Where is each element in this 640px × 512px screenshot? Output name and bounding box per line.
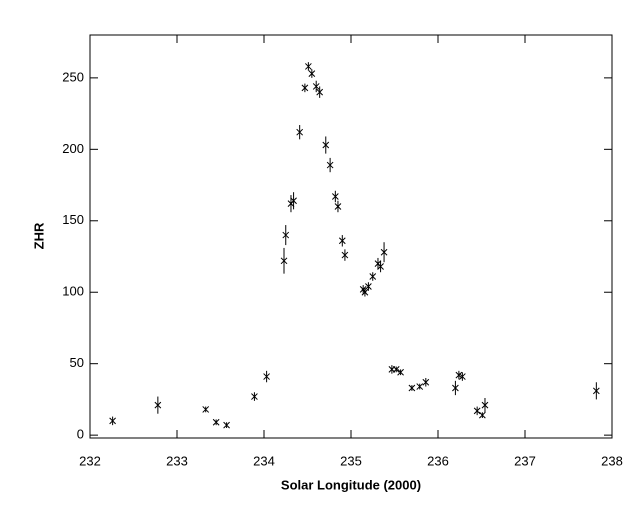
marker-stroke — [473, 407, 481, 415]
data-point — [473, 406, 481, 416]
y-tick-label: 50 — [70, 355, 84, 370]
data-point — [322, 136, 330, 154]
marker-stroke — [109, 417, 116, 425]
x-tick-label: 232 — [79, 453, 101, 468]
marker-stroke — [455, 371, 463, 379]
x-tick-label: 238 — [601, 453, 623, 468]
marker-stroke — [459, 373, 466, 380]
data-point — [305, 62, 312, 71]
data-point — [154, 396, 162, 414]
y-axis-label: ZHR — [31, 222, 46, 249]
y-tick-label: 100 — [62, 284, 84, 299]
x-tick-label: 236 — [427, 453, 449, 468]
marker-stroke — [251, 393, 258, 400]
marker-stroke — [202, 406, 210, 413]
marker-stroke — [280, 257, 288, 265]
y-tick-label: 150 — [62, 212, 84, 227]
data-point — [341, 249, 349, 261]
marker-stroke — [365, 283, 372, 290]
data-point — [380, 242, 388, 263]
marker-stroke — [301, 84, 309, 92]
marker-stroke — [326, 161, 334, 169]
y-tick-label: 0 — [77, 427, 84, 442]
marker-stroke — [341, 251, 349, 259]
data-point — [369, 272, 377, 281]
data-point — [377, 260, 384, 273]
marker-stroke — [416, 383, 424, 390]
marker-stroke — [359, 286, 367, 293]
data-point — [251, 392, 258, 401]
data-point — [326, 157, 334, 173]
data-point — [334, 200, 342, 213]
data-point — [459, 372, 466, 381]
marker-stroke — [290, 197, 297, 205]
data-point — [301, 83, 309, 93]
data-point — [361, 287, 369, 297]
marker-stroke — [380, 248, 388, 256]
marker-stroke — [479, 411, 486, 419]
marker-stroke — [397, 368, 404, 376]
data-point — [212, 418, 220, 426]
data-point — [296, 125, 304, 140]
marker-stroke — [592, 387, 600, 395]
data-point — [592, 382, 600, 400]
marker-stroke — [338, 237, 346, 245]
y-tick-label: 200 — [62, 141, 84, 156]
marker-stroke — [296, 128, 304, 136]
data-point — [481, 397, 489, 413]
x-tick-label: 235 — [340, 453, 362, 468]
data-point — [479, 411, 486, 419]
marker-stroke — [223, 421, 230, 429]
marker-stroke — [331, 193, 339, 200]
data-point — [452, 380, 459, 396]
marker-stroke — [392, 366, 400, 373]
marker-stroke — [316, 88, 324, 96]
data-point — [422, 377, 430, 387]
data-point — [263, 370, 270, 383]
x-axis-label: Solar Longitude (2000) — [281, 477, 421, 492]
marker-stroke — [377, 263, 384, 270]
data-point — [290, 192, 297, 210]
data-point — [397, 368, 404, 376]
data-point — [308, 69, 316, 78]
x-tick-label: 233 — [166, 453, 188, 468]
marker-stroke — [369, 273, 377, 280]
data-point — [280, 247, 288, 274]
marker-stroke — [154, 401, 162, 409]
data-point — [338, 235, 346, 247]
marker-stroke — [263, 373, 270, 380]
marker-stroke — [308, 70, 316, 77]
data-point — [455, 370, 463, 380]
data-point — [416, 383, 424, 390]
data-point — [282, 225, 290, 246]
data-point — [316, 86, 324, 98]
marker-stroke — [361, 288, 369, 296]
x-tick-label: 237 — [514, 453, 536, 468]
marker-stroke — [212, 418, 220, 426]
x-tick-label: 234 — [253, 453, 275, 468]
marker-stroke — [452, 384, 459, 392]
data-point — [331, 190, 339, 203]
data-point — [223, 421, 230, 429]
data-point — [408, 384, 416, 392]
data-point — [392, 366, 400, 373]
data-point — [312, 80, 320, 93]
marker-stroke — [312, 83, 320, 90]
marker-stroke — [282, 231, 290, 239]
y-tick-label: 250 — [62, 69, 84, 84]
data-point — [365, 282, 372, 291]
marker-stroke — [481, 401, 489, 409]
data-point — [202, 406, 210, 413]
marker-stroke — [305, 63, 312, 70]
marker-stroke — [422, 378, 430, 386]
marker-stroke — [408, 384, 416, 392]
data-point — [109, 416, 116, 426]
marker-stroke — [334, 203, 342, 210]
marker-stroke — [322, 141, 330, 149]
